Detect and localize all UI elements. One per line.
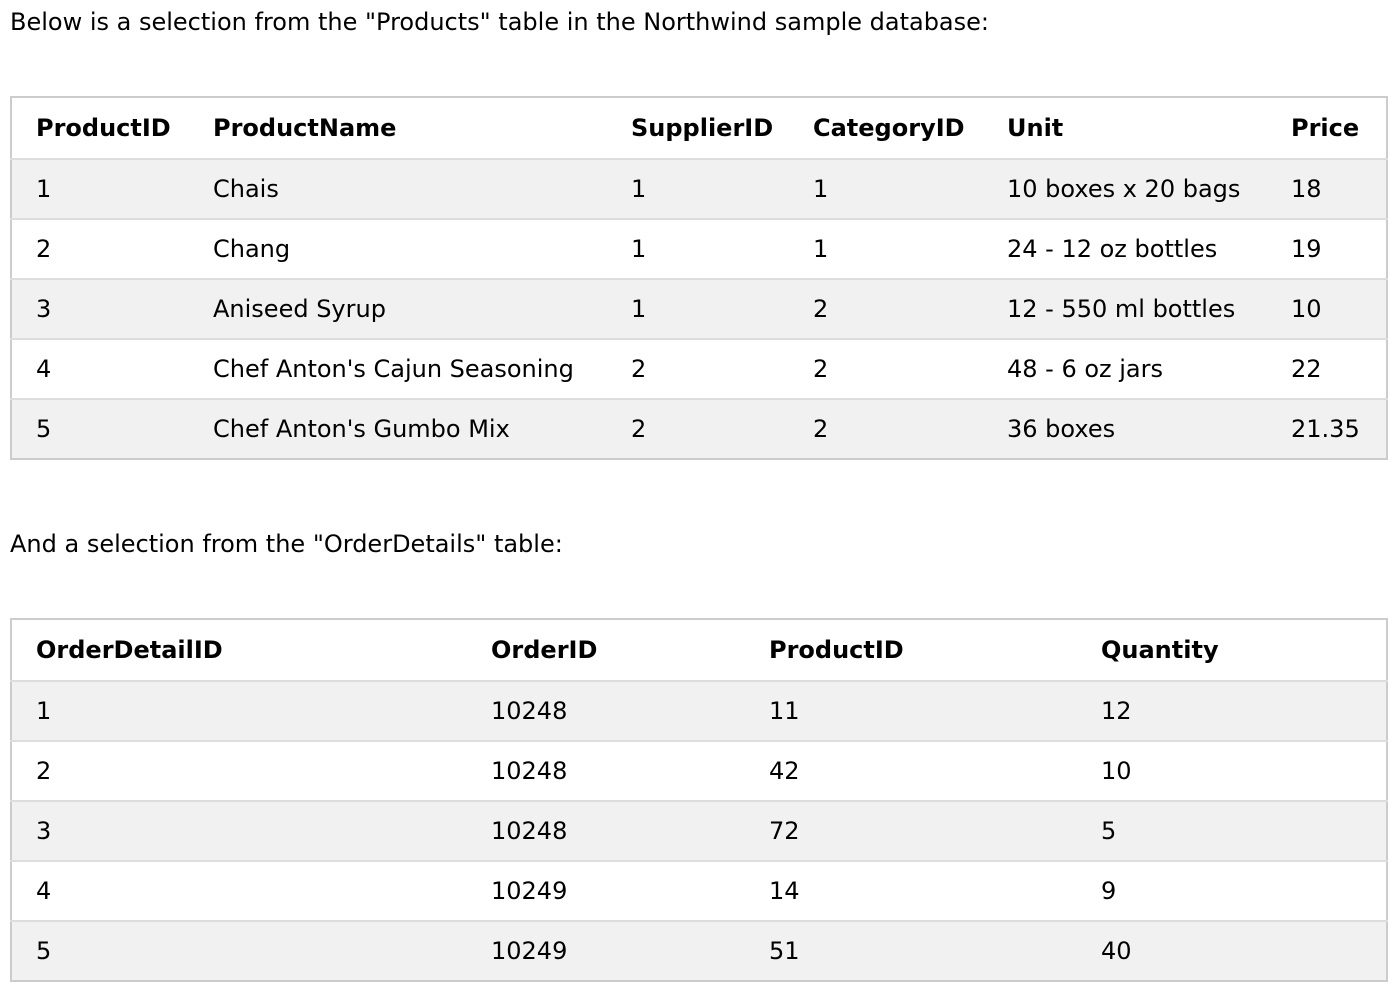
table-row: 2 Chang 1 1 24 - 12 oz bottles 19 — [11, 218, 1387, 279]
table-row: 1 Chais 1 1 10 boxes x 20 bags 18 — [11, 159, 1387, 219]
table-cell: 10 — [1077, 740, 1387, 801]
table-row: 1 10248 11 12 — [11, 681, 1387, 741]
table-cell: Aniseed Syrup — [189, 278, 607, 339]
table-cell: Chang — [189, 218, 607, 279]
table-row: 3 Aniseed Syrup 1 2 12 - 550 ml bottles … — [11, 278, 1387, 339]
table-cell: 11 — [745, 681, 1077, 741]
table-cell: 1 — [789, 159, 983, 219]
table-cell: 2 — [789, 398, 983, 459]
products-table: ProductID ProductName SupplierID Categor… — [10, 96, 1388, 460]
table-cell: 9 — [1077, 860, 1387, 921]
table-cell: 24 - 12 oz bottles — [983, 218, 1267, 279]
table-cell: 72 — [745, 800, 1077, 861]
table-cell: 2 — [11, 218, 189, 279]
column-header: SupplierID — [607, 97, 789, 160]
table-cell: 5 — [11, 920, 467, 981]
table-row: 3 10248 72 5 — [11, 800, 1387, 861]
table-cell: Chef Anton's Cajun Seasoning — [189, 338, 607, 399]
column-header: OrderDetailID — [11, 619, 467, 682]
table-row: 2 10248 42 10 — [11, 740, 1387, 801]
table-cell: 48 - 6 oz jars — [983, 338, 1267, 399]
table-cell: 14 — [745, 860, 1077, 921]
table-cell: 22 — [1267, 338, 1387, 399]
table-cell: 4 — [11, 860, 467, 921]
table-cell: 10249 — [467, 860, 745, 921]
table-cell: 2 — [607, 398, 789, 459]
table-cell: 10248 — [467, 740, 745, 801]
table-cell: 5 — [11, 398, 189, 459]
table-row: 5 Chef Anton's Gumbo Mix 2 2 36 boxes 21… — [11, 398, 1387, 459]
table-cell: 19 — [1267, 218, 1387, 279]
table-cell: 2 — [789, 338, 983, 399]
table-cell: Chef Anton's Gumbo Mix — [189, 398, 607, 459]
table-cell: 21.35 — [1267, 398, 1387, 459]
table-cell: 1 — [789, 218, 983, 279]
table-cell: 1 — [11, 681, 467, 741]
table-header-row: OrderDetailID OrderID ProductID Quantity — [11, 619, 1387, 682]
table-header-row: ProductID ProductName SupplierID Categor… — [11, 97, 1387, 160]
column-header: ProductID — [745, 619, 1077, 682]
table-cell: 42 — [745, 740, 1077, 801]
table-cell: 51 — [745, 920, 1077, 981]
table-row: 5 10249 51 40 — [11, 920, 1387, 981]
column-header: Quantity — [1077, 619, 1387, 682]
table-row: 4 Chef Anton's Cajun Seasoning 2 2 48 - … — [11, 338, 1387, 399]
column-header: ProductID — [11, 97, 189, 160]
table-cell: 2 — [607, 338, 789, 399]
intro-orderdetails-text: And a selection from the "OrderDetails" … — [10, 530, 563, 558]
intro-products-text: Below is a selection from the "Products"… — [10, 8, 989, 36]
orderdetails-table: OrderDetailID OrderID ProductID Quantity… — [10, 618, 1388, 982]
table-cell: 5 — [1077, 800, 1387, 861]
column-header: ProductName — [189, 97, 607, 160]
table-cell: 10248 — [467, 800, 745, 861]
table-cell: 1 — [607, 218, 789, 279]
table-cell: 12 — [1077, 681, 1387, 741]
table-cell: 10249 — [467, 920, 745, 981]
table-cell: 2 — [11, 740, 467, 801]
table-cell: 1 — [607, 278, 789, 339]
table-cell: 10248 — [467, 681, 745, 741]
table-cell: Chais — [189, 159, 607, 219]
table-cell: 1 — [11, 159, 189, 219]
table-cell: 4 — [11, 338, 189, 399]
column-header: OrderID — [467, 619, 745, 682]
table-cell: 3 — [11, 278, 189, 339]
column-header: CategoryID — [789, 97, 983, 160]
table-cell: 10 — [1267, 278, 1387, 339]
table-cell: 40 — [1077, 920, 1387, 981]
table-row: 4 10249 14 9 — [11, 860, 1387, 921]
column-header: Unit — [983, 97, 1267, 160]
table-cell: 2 — [789, 278, 983, 339]
table-cell: 18 — [1267, 159, 1387, 219]
table-cell: 1 — [607, 159, 789, 219]
table-cell: 10 boxes x 20 bags — [983, 159, 1267, 219]
table-cell: 12 - 550 ml bottles — [983, 278, 1267, 339]
table-cell: 36 boxes — [983, 398, 1267, 459]
table-cell: 3 — [11, 800, 467, 861]
column-header: Price — [1267, 97, 1387, 160]
